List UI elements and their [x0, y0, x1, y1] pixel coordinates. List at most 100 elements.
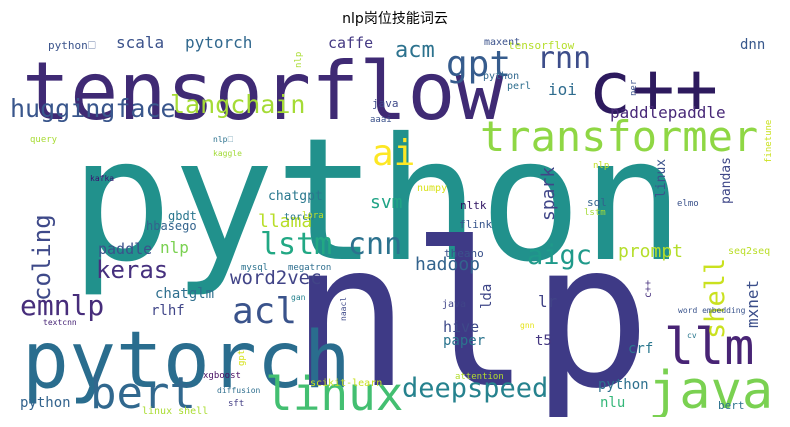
word-1: python: [70, 102, 685, 300]
word-48: t5: [535, 333, 552, 349]
word-10: bert: [90, 368, 196, 417]
word-5: pytorch: [22, 316, 351, 406]
word-88: cv: [687, 331, 697, 340]
word-83: seq2seq: [728, 246, 771, 257]
word-71: linux: [654, 158, 669, 198]
word-75: gbdt: [168, 209, 197, 223]
word-82: naacl: [339, 296, 348, 321]
word-92: scikit-learn: [310, 378, 383, 389]
word-8: linux: [265, 367, 404, 417]
word-45: lr: [538, 292, 558, 311]
chart-title: nlp岗位技能词云: [342, 11, 448, 27]
word-31: spark: [538, 166, 559, 221]
word-38: nlp: [160, 238, 189, 257]
word-9: llm: [664, 318, 755, 376]
word-55: maxent: [484, 37, 521, 48]
word-49: python: [598, 377, 649, 393]
word-54: tensorflow: [508, 39, 575, 52]
word-51: python: [20, 395, 71, 411]
word-70: nlp: [593, 161, 610, 171]
word-17: cnn: [348, 227, 403, 262]
word-27: svm: [370, 192, 403, 213]
word-23: shell: [700, 257, 731, 339]
word-13: langchain: [170, 90, 306, 119]
word-39: paddle: [98, 240, 153, 258]
word-61: query: [30, 135, 58, 145]
word-93: attention: [455, 372, 504, 382]
word-4: c++: [588, 46, 719, 130]
word-11: gpt: [446, 44, 512, 85]
word-53: python🗆: [48, 39, 96, 52]
word-25: word2vec: [230, 267, 322, 289]
word-cloud: python nlp tensorflow c++ pytorch transformer…: [10, 32, 780, 418]
word-90: xgboost: [203, 371, 241, 381]
word-22: aigc: [527, 240, 593, 271]
word-58: java: [372, 97, 399, 110]
word-62: nlp🗆: [213, 135, 234, 144]
word-42: rlhf: [151, 303, 185, 319]
word-68: sql: [587, 196, 607, 209]
word-77: lora: [302, 211, 324, 221]
word-81: gan: [291, 293, 306, 302]
word-78: mysql: [241, 263, 269, 273]
word-41: chatglm: [155, 286, 215, 302]
word-65: numpy: [417, 183, 448, 194]
word-79: megatron: [288, 263, 332, 273]
word-24: keras: [96, 256, 169, 284]
word-15: ai: [372, 133, 416, 174]
word-85: java: [442, 299, 467, 310]
word-33: pytorch: [185, 33, 253, 52]
word-44: paper: [443, 333, 486, 349]
word-59: aaai: [370, 115, 392, 125]
word-12: rnn: [537, 41, 592, 76]
word-84: c++: [643, 279, 654, 298]
word-34: caffe: [328, 34, 374, 52]
word-89: textcnn: [43, 318, 77, 327]
word-50: nlu: [600, 395, 626, 411]
word-87: word embedding: [678, 306, 746, 315]
word-57: python: [483, 71, 520, 82]
word-19: acl: [232, 291, 298, 332]
word-74: hbasego: [146, 219, 197, 233]
word-80: theano: [444, 247, 484, 260]
word-14: huggingface: [10, 94, 176, 123]
word-7: java: [648, 361, 774, 417]
word-29: llama: [258, 211, 313, 232]
word-30: hadoop: [415, 254, 481, 275]
word-98: ner: [629, 79, 639, 96]
word-32: scala: [116, 33, 165, 52]
word-47: crf: [628, 341, 654, 357]
word-36: paddlepaddle: [610, 103, 726, 122]
word-21: deepspeed: [402, 373, 549, 404]
word-69: lstm: [584, 208, 606, 218]
word-94: linux shell: [142, 406, 209, 417]
word-18: coling: [28, 214, 56, 301]
word-56: perl: [507, 81, 532, 92]
word-63: kaggle: [213, 149, 242, 158]
word-35: dnn: [740, 37, 766, 53]
word-16: lstm: [260, 227, 333, 262]
word-96: bert: [718, 399, 745, 412]
word-37: ioi: [548, 80, 577, 99]
word-3: tensorflow: [22, 45, 504, 138]
word-2: nlp: [290, 200, 652, 417]
word-26: acm: [395, 38, 435, 63]
word-64: kafka: [90, 174, 115, 183]
word-86: gnn: [520, 321, 535, 330]
word-95: sft: [228, 399, 245, 409]
word-67: flink: [459, 218, 493, 231]
word-99: gpt: [237, 349, 247, 366]
word-40: chatgpt: [268, 189, 323, 204]
word-66: nltk: [460, 199, 487, 212]
word-43: hive: [443, 318, 480, 336]
word-97: finetune: [764, 119, 774, 163]
word-46: mxnet: [743, 279, 762, 328]
word-60: nlp: [294, 51, 304, 68]
word-76: torch: [284, 212, 315, 223]
word-73: elmo: [677, 199, 699, 209]
word-72: pandas: [719, 157, 734, 204]
word-52: lda: [479, 283, 495, 309]
word-6: transformer: [480, 112, 759, 161]
word-20: emnlp: [20, 289, 105, 322]
word-28: prompt: [618, 241, 684, 262]
